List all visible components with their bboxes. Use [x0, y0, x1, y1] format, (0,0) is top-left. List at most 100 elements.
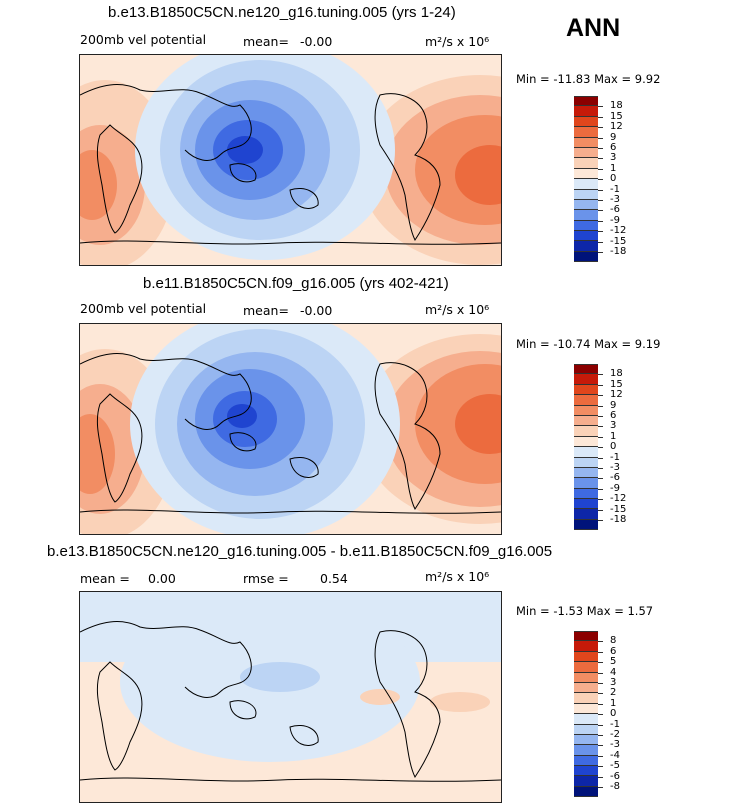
colorbar-tick [598, 714, 603, 716]
panel2-title: b.e11.B1850C5CN.f09_g16.005 (yrs 402-421… [143, 275, 449, 292]
panel2-mean-value: -0.00 [300, 303, 333, 318]
colorbar-label: -18 [610, 514, 627, 525]
colorbar-swatch [574, 96, 598, 107]
panel2-colorbar-swatches [574, 364, 598, 531]
colorbar-tick [598, 520, 603, 521]
colorbar-tick [598, 447, 603, 449]
colorbar-swatch [574, 374, 598, 385]
colorbar-tick [598, 252, 603, 253]
colorbar-tick [598, 651, 603, 653]
panel1-units: m²/s x 10⁶ [425, 34, 490, 49]
colorbar-swatch [574, 137, 598, 148]
colorbar-label: 18 [610, 100, 623, 112]
colorbar-swatch [574, 457, 598, 468]
colorbar-swatch [574, 682, 598, 694]
colorbar-swatch [574, 734, 598, 746]
colorbar-swatch [574, 499, 598, 510]
colorbar-swatch [574, 631, 598, 642]
colorbar-label: -9 [610, 482, 620, 494]
panel1-field-svg [80, 55, 501, 265]
colorbar-label: -12 [610, 225, 627, 237]
colorbar-label: -18 [610, 246, 627, 257]
colorbar-swatch [574, 672, 598, 683]
colorbar-tick [598, 703, 603, 705]
colorbar-tick [598, 509, 603, 511]
panel2-field-label: 200mb vel potential [80, 301, 207, 316]
colorbar-swatch [574, 714, 598, 725]
colorbar-tick [598, 457, 603, 459]
panel1-title: b.e13.B1850C5CN.ne120_g16.tuning.005 (yr… [108, 4, 456, 21]
colorbar-tick [598, 672, 603, 674]
colorbar-label: -6 [610, 204, 620, 216]
colorbar-swatch [574, 210, 598, 221]
season-label: ANN [566, 14, 621, 42]
colorbar-label: -1 [610, 183, 620, 195]
colorbar-tick [598, 137, 603, 139]
colorbar-label: 15 [610, 110, 623, 122]
colorbar-tick [598, 662, 603, 664]
colorbar-label: -2 [610, 729, 620, 740]
colorbar-swatch [574, 519, 598, 531]
colorbar-label: 0 [610, 708, 617, 720]
colorbar-swatch [574, 745, 598, 756]
colorbar-tick [598, 693, 603, 695]
colorbar-tick [598, 148, 603, 149]
colorbar-swatch [574, 488, 598, 500]
colorbar-tick [598, 436, 603, 438]
colorbar-tick [598, 241, 603, 243]
colorbar-swatch [574, 158, 598, 169]
colorbar-tick [598, 384, 603, 386]
colorbar-label: 1 [610, 697, 617, 709]
colorbar-swatch [574, 231, 598, 242]
colorbar-tick [598, 374, 603, 376]
panel3-rmse-label: rmse = [243, 571, 289, 586]
panel3-title: b.e13.B1850C5CN.ne120_g16.tuning.005 - b… [47, 543, 553, 560]
colorbar-swatch [574, 241, 598, 252]
panel2-minmax: Min = -10.74 Max = 9.19 [516, 337, 661, 351]
colorbar-label: -5 [610, 760, 620, 772]
colorbar-label: 3 [610, 677, 617, 688]
colorbar-label: 6 [610, 410, 617, 421]
colorbar-swatch [574, 436, 598, 448]
colorbar-tick [598, 776, 603, 778]
panel3-units: m²/s x 10⁶ [425, 569, 490, 584]
colorbar-label: -1 [610, 451, 620, 463]
colorbar-label: -12 [610, 493, 627, 505]
colorbar-swatch [574, 724, 598, 735]
panel3-mean-value: 0.00 [148, 571, 176, 586]
colorbar-tick [598, 395, 603, 397]
colorbar-tick [598, 220, 603, 222]
colorbar-tick [598, 478, 603, 480]
colorbar-label: 4 [610, 666, 617, 678]
colorbar-tick [598, 724, 603, 726]
colorbar-label: 0 [610, 441, 617, 453]
colorbar-tick [598, 210, 603, 212]
colorbar-swatch [574, 467, 598, 479]
colorbar-swatch [574, 662, 598, 673]
panel3-mean-label: mean = [80, 571, 130, 586]
colorbar-label: 6 [610, 645, 617, 657]
colorbar-label: 5 [610, 656, 617, 668]
colorbar-swatch [574, 426, 598, 437]
colorbar-swatch [574, 415, 598, 427]
colorbar-label: -3 [610, 462, 620, 473]
colorbar-label: -6 [610, 770, 620, 782]
colorbar-tick [598, 405, 603, 407]
colorbar-swatch [574, 168, 598, 180]
colorbar-label: 3 [610, 420, 617, 432]
colorbar-tick [598, 641, 603, 643]
colorbar-tick [598, 766, 603, 768]
colorbar-label: 12 [610, 121, 623, 133]
panel2-mean-label: mean= [243, 303, 289, 318]
colorbar-label: 3 [610, 152, 617, 164]
panel2-field-svg [80, 324, 501, 534]
colorbar-label: 0 [610, 173, 617, 185]
colorbar-swatch [574, 384, 598, 396]
colorbar-label: -4 [610, 749, 620, 761]
colorbar-tick [598, 168, 603, 170]
colorbar-label: 2 [610, 687, 617, 699]
colorbar-label: -15 [610, 503, 627, 515]
colorbar-swatch [574, 766, 598, 777]
colorbar-label: 18 [610, 368, 623, 380]
colorbar-tick [598, 745, 603, 747]
